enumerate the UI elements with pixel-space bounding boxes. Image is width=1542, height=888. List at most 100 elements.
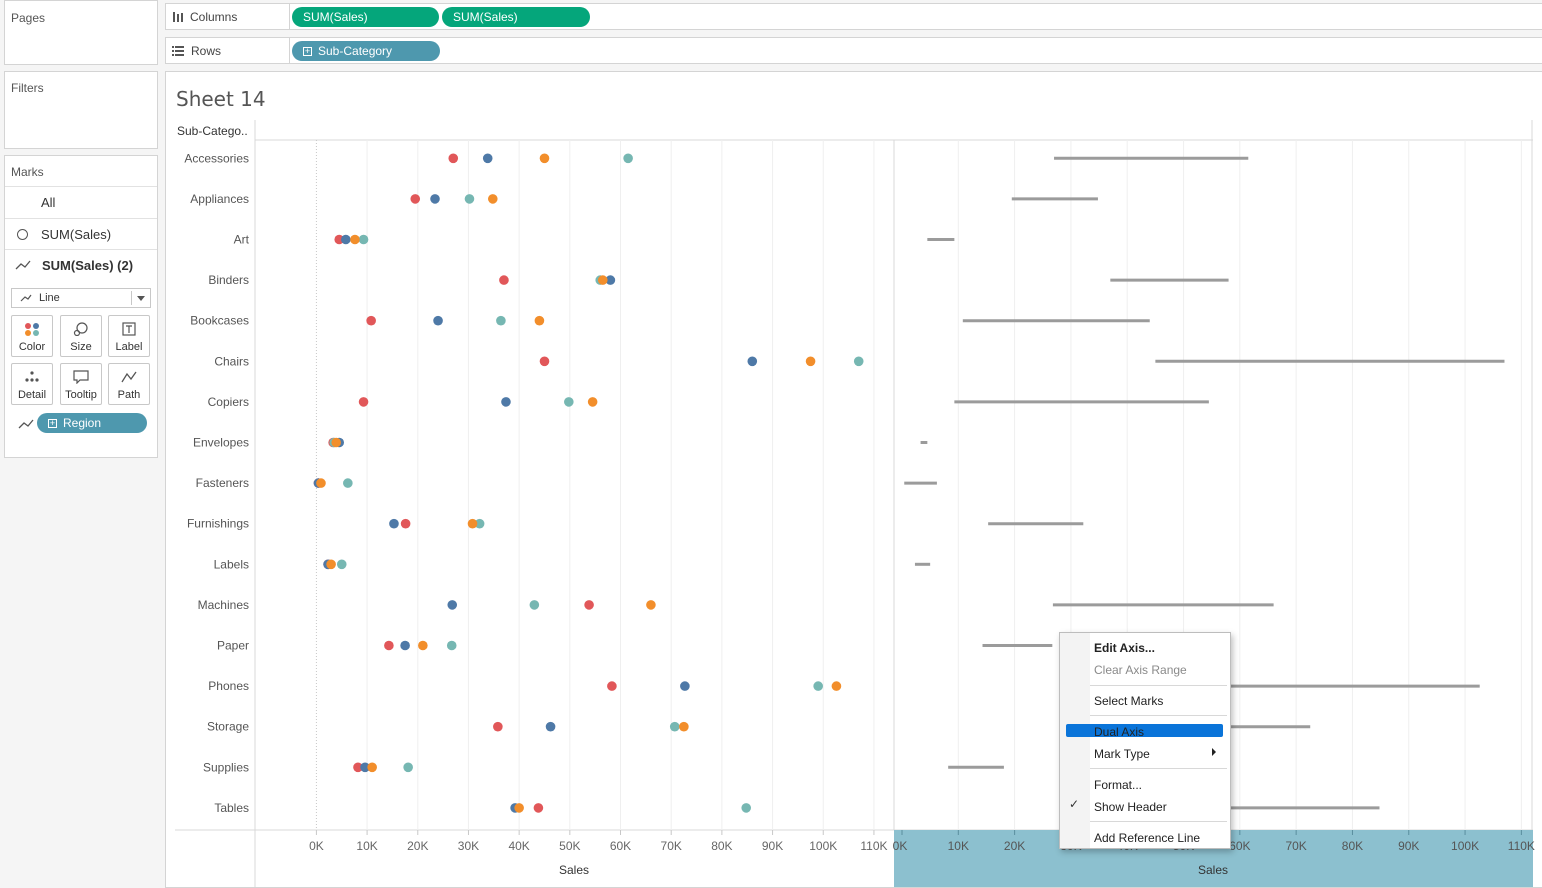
row-label: Labels [214, 557, 249, 571]
x-tick-label-right: 60K [1229, 839, 1250, 853]
data-point [853, 356, 864, 367]
marks-layer-label: All [41, 194, 56, 210]
menu-mark-type[interactable]: Mark Type [1094, 747, 1150, 761]
pages-card[interactable]: Pages [4, 0, 158, 65]
expand-icon: + [48, 417, 57, 428]
data-point [680, 681, 690, 691]
data-point [584, 600, 594, 610]
viz-area: Sheet 14 Sub-Catego.. 0K 10K 20K 30K 40K 50K 60… [165, 71, 1542, 888]
data-point [493, 721, 503, 732]
x-tick-label-right: 100K [1451, 839, 1479, 853]
x-tick-label-left: 30K [458, 839, 479, 853]
data-point [400, 518, 411, 529]
data-point [358, 234, 369, 245]
columns-pill-sum-sales[interactable]: SUM(Sales) [292, 7, 439, 27]
data-point [447, 600, 458, 610]
x-tick-label-right: 10K [948, 839, 969, 853]
data-point [529, 600, 540, 610]
filters-card[interactable]: Filters [4, 71, 158, 149]
row-label: Chairs [214, 354, 249, 368]
data-point [831, 681, 842, 691]
rows-pill-sub-category[interactable]: + Sub-Category [292, 41, 440, 61]
data-point [464, 194, 475, 204]
data-point [474, 518, 485, 529]
x-tick-label-left: 10K [356, 839, 377, 853]
mark-type-value: Line [39, 292, 60, 304]
data-point [446, 640, 457, 651]
data-point [389, 518, 399, 529]
detail-button[interactable]: Detail [11, 363, 53, 405]
x-tick-label-left: 90K [762, 839, 783, 853]
rows-shelf[interactable]: Rows + Sub-Category [165, 37, 1542, 64]
region-pill[interactable]: + Region [37, 413, 147, 433]
data-point [334, 234, 345, 245]
marks-layer-sum-sales[interactable]: SUM(Sales) [5, 218, 157, 249]
marks-layer-sum-sales-2[interactable]: SUM(Sales) (2) [5, 249, 157, 280]
data-point [533, 803, 544, 813]
x-axis-title-right: Sales [1198, 863, 1228, 877]
label-button[interactable]: Label [108, 315, 150, 357]
columns-icon [173, 12, 183, 22]
color-icon [24, 316, 40, 341]
data-point [367, 762, 377, 773]
data-point [482, 153, 493, 164]
path-button[interactable]: Path [108, 363, 150, 405]
row-label: Copiers [208, 395, 249, 409]
data-point [358, 397, 369, 407]
columns-shelf[interactable]: Columns SUM(Sales) SUM(Sales) [165, 3, 1542, 30]
x-tick-label-right: 90K [1398, 839, 1419, 853]
data-point [336, 559, 347, 570]
row-label: Storage [207, 720, 249, 734]
marks-card: Marks All SUM(Sales) SUM(Sales) (2) Line… [4, 155, 158, 458]
submenu-arrow-icon [1212, 748, 1216, 756]
data-point [813, 681, 823, 691]
data-point [679, 721, 689, 732]
menu-select-marks[interactable]: Select Marks [1094, 694, 1164, 708]
data-point [539, 356, 550, 367]
menu-edit-axis[interactable]: Edit Axis... [1094, 641, 1155, 655]
pill-label: SUM(Sales) [303, 10, 368, 24]
x-axis-title-left: Sales [559, 863, 589, 877]
row-label: Supplies [203, 760, 249, 774]
data-point [539, 153, 550, 164]
data-point [353, 762, 363, 773]
data-point [418, 640, 428, 651]
menu-show-header[interactable]: Show Header [1094, 800, 1167, 814]
marks-layer-all[interactable]: All [5, 186, 157, 217]
size-button-label: Size [70, 341, 92, 353]
data-point [597, 275, 608, 285]
data-point [448, 153, 459, 164]
mark-type-dropdown[interactable]: Line [11, 288, 151, 308]
row-label: Tables [214, 801, 249, 815]
menu-add-reference-line[interactable]: Add Reference Line [1094, 831, 1201, 845]
x-tick-label-right: 70K [1285, 839, 1306, 853]
x-tick-label-left: 0K [309, 839, 324, 853]
label-button-label: Label [115, 341, 143, 353]
marks-title: Marks [11, 165, 44, 179]
rows-shelf-label: Rows [166, 38, 290, 63]
data-point [741, 803, 752, 813]
data-point [326, 559, 336, 570]
size-button[interactable]: Size [60, 315, 102, 357]
menu-separator [1090, 685, 1227, 686]
tooltip-button[interactable]: Tooltip [60, 363, 102, 405]
row-label: Machines [198, 598, 249, 612]
region-pill-label: Region [63, 416, 102, 430]
chart: Sub-Catego.. 0K 10K 20K 30K 40K 50K 60K 70K 80K 90… [175, 120, 1535, 887]
menu-separator [1090, 768, 1227, 769]
data-point [564, 397, 574, 407]
marks-layer-label: SUM(Sales) [41, 226, 112, 242]
columns-pill-sum-sales-2[interactable]: SUM(Sales) [442, 7, 590, 27]
row-label: Fasteners [196, 476, 249, 490]
data-point [430, 194, 440, 204]
path-icon [121, 364, 137, 389]
menu-dual-axis[interactable]: Dual Axis [1094, 725, 1145, 739]
x-tick-label-right: 0K [893, 839, 908, 853]
menu-format[interactable]: Format... [1094, 778, 1143, 792]
data-point [433, 315, 443, 326]
data-point [331, 437, 341, 448]
data-point [501, 397, 511, 407]
expand-icon: + [303, 45, 312, 56]
data-point [646, 600, 656, 610]
color-button[interactable]: Color [11, 315, 53, 357]
